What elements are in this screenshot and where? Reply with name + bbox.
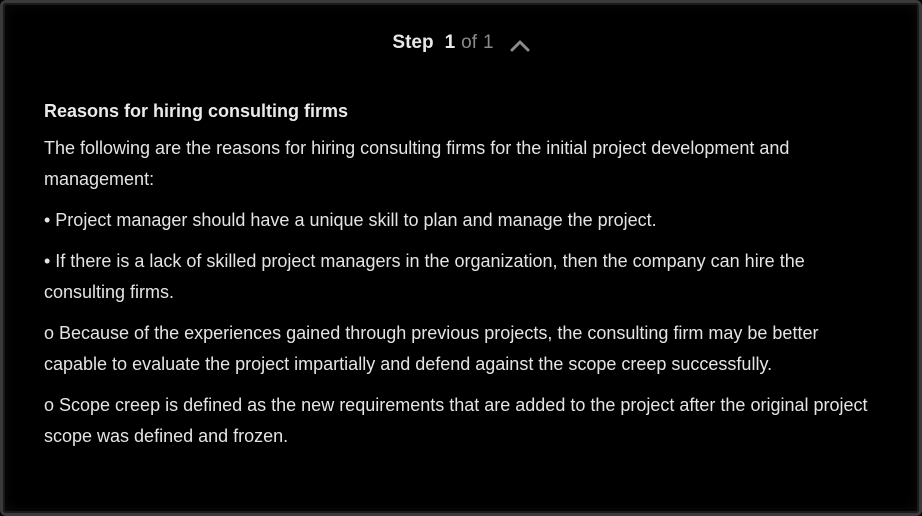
step-toggle[interactable]: Step 1 of 1 (3, 28, 919, 58)
step-total: 1 (483, 32, 494, 53)
bullet-item: • Project manager should have a unique s… (44, 210, 657, 230)
paragraph-intro: The following are the reasons for hiring… (44, 138, 790, 189)
step-of-label: of (461, 32, 478, 53)
section-heading: Reasons for hiring consulting firms (44, 101, 349, 121)
chevron-up-icon[interactable] (510, 36, 530, 52)
step-label: Step (392, 32, 434, 53)
step-content: Reasons for hiring consulting firms The … (44, 99, 884, 462)
sub-bullet-item: o Because of the experiences gained thro… (44, 323, 819, 374)
step-current: 1 (444, 32, 456, 53)
sub-bullet-item: o Scope creep is defined as the new requ… (44, 395, 868, 446)
bullet-item: • If there is a lack of skilled project … (44, 251, 805, 302)
